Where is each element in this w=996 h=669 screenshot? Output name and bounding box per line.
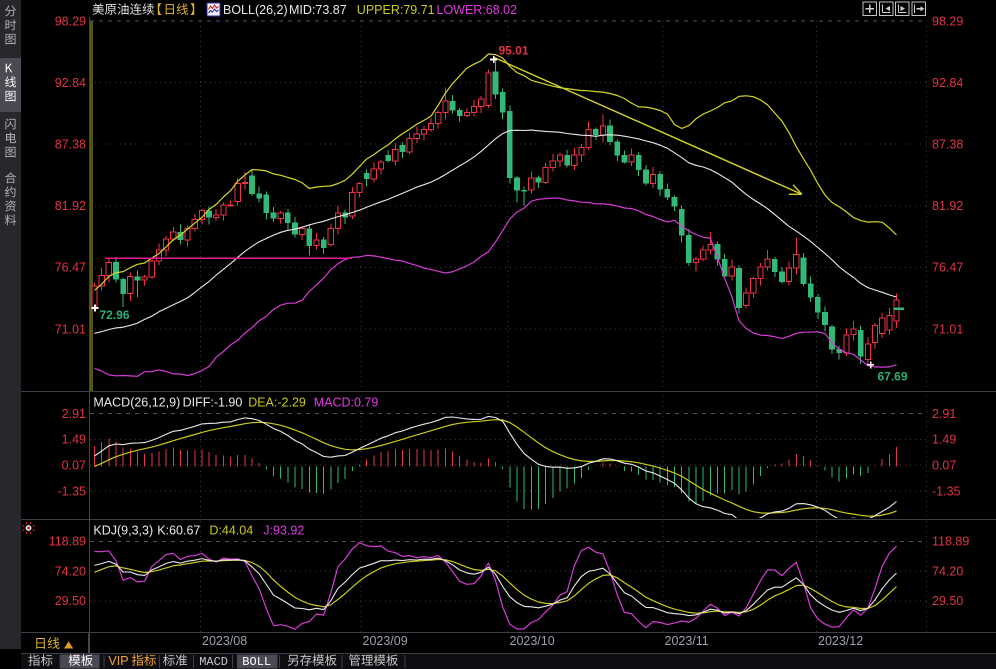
svg-text:D:44.04: D:44.04 [209, 524, 253, 538]
svg-text:81.92: 81.92 [55, 199, 86, 213]
svg-text:76.47: 76.47 [932, 261, 963, 275]
svg-text:87.38: 87.38 [932, 138, 963, 152]
svg-text:J:93.92: J:93.92 [263, 524, 304, 538]
svg-text:-1.35: -1.35 [932, 485, 961, 499]
svg-text:98.29: 98.29 [932, 14, 963, 28]
svg-text:74.20: 74.20 [932, 564, 963, 578]
svg-text:81.92: 81.92 [932, 199, 963, 213]
svg-text:BOLL(26,2): BOLL(26,2) [223, 3, 288, 17]
svg-text:2.91: 2.91 [62, 407, 86, 421]
svg-text:KDJ(9,3,3): KDJ(9,3,3) [93, 524, 153, 538]
svg-text:71.01: 71.01 [932, 322, 963, 336]
svg-text:118.89: 118.89 [49, 535, 86, 549]
svg-text:76.47: 76.47 [55, 261, 86, 275]
svg-text:29.50: 29.50 [932, 594, 963, 608]
svg-text:74.20: 74.20 [55, 564, 86, 578]
svg-text:92.84: 92.84 [55, 76, 86, 90]
svg-text:2023/10: 2023/10 [510, 634, 555, 648]
svg-text:0.07: 0.07 [62, 459, 86, 473]
svg-text:UPPER:79.71: UPPER:79.71 [357, 3, 435, 17]
svg-text:0.07: 0.07 [932, 459, 956, 473]
svg-text:87.38: 87.38 [55, 138, 86, 152]
svg-text:67.69: 67.69 [878, 369, 908, 383]
svg-text:29.50: 29.50 [55, 594, 86, 608]
svg-text:BOLL: BOLL [242, 655, 271, 669]
svg-text:-1.35: -1.35 [58, 485, 87, 499]
svg-text:72.96: 72.96 [100, 308, 130, 322]
svg-text:DIFF:-1.90: DIFF:-1.90 [183, 396, 243, 410]
svg-text:95.01: 95.01 [499, 43, 529, 57]
svg-text:92.84: 92.84 [932, 76, 963, 90]
svg-text:VIP: VIP [108, 654, 128, 668]
svg-text:2023/11: 2023/11 [665, 634, 709, 648]
svg-text:K:60.67: K:60.67 [157, 524, 200, 538]
svg-text:2023/12: 2023/12 [818, 634, 863, 648]
svg-text:DEA:-2.29: DEA:-2.29 [248, 396, 306, 410]
svg-text:MID:73.87: MID:73.87 [289, 3, 347, 17]
svg-text:LOWER:68.02: LOWER:68.02 [437, 3, 518, 17]
svg-text:98.29: 98.29 [55, 14, 86, 28]
svg-text:MACD: MACD [199, 655, 228, 669]
svg-text:2023/09: 2023/09 [363, 634, 408, 648]
svg-text:2023/08: 2023/08 [202, 634, 247, 648]
svg-text:1.49: 1.49 [932, 433, 956, 447]
svg-text:1.49: 1.49 [62, 433, 86, 447]
svg-text:118.89: 118.89 [932, 535, 969, 549]
svg-text:71.01: 71.01 [55, 322, 86, 336]
svg-text:MACD(26,12,9): MACD(26,12,9) [93, 396, 180, 410]
svg-text:2.91: 2.91 [932, 407, 956, 421]
svg-text:MACD:0.79: MACD:0.79 [314, 396, 379, 410]
